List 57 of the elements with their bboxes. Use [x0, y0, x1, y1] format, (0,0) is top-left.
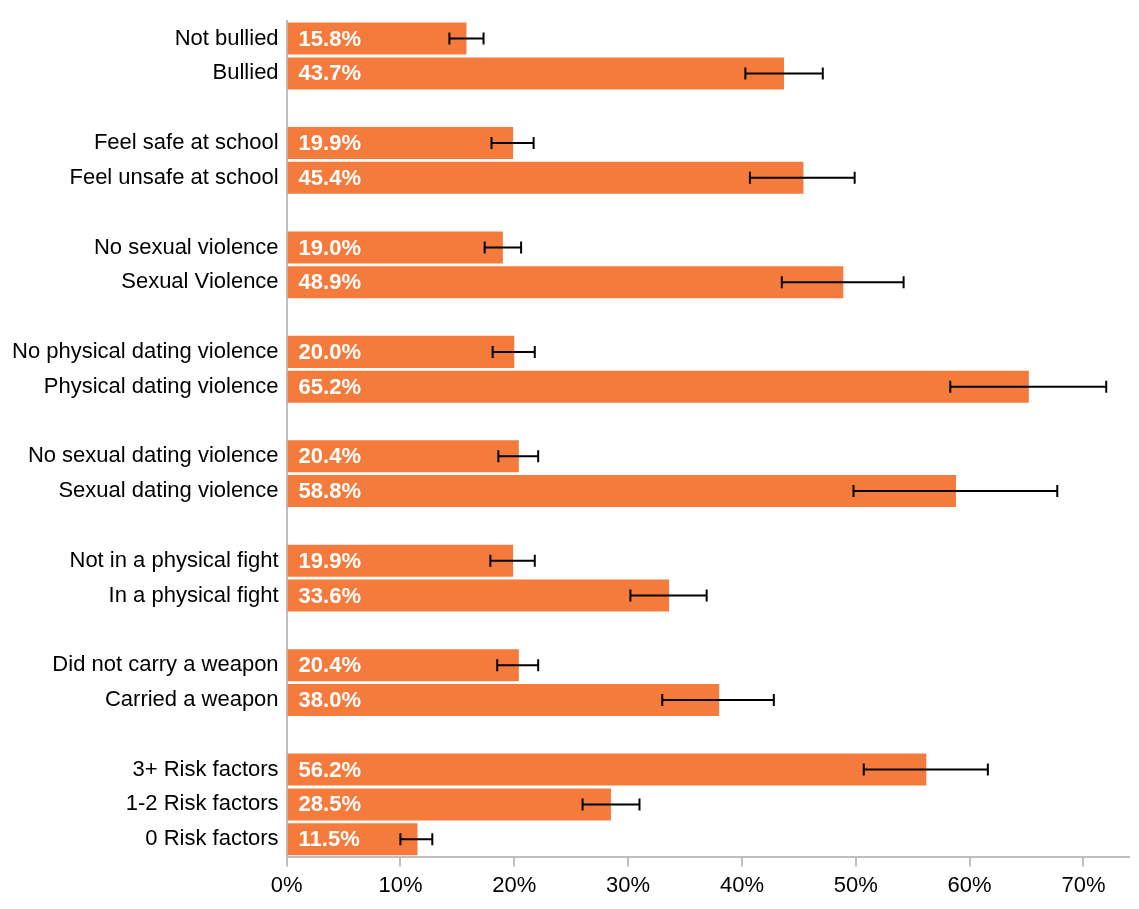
data-label: 19.9% [298, 130, 361, 156]
bar [287, 335, 515, 368]
bar [287, 370, 1029, 403]
x-tick-label: 10% [378, 871, 423, 897]
data-label: 15.8% [298, 25, 361, 51]
data-label: 20.4% [298, 652, 361, 678]
bar [287, 440, 519, 473]
bar [287, 231, 503, 264]
data-label: 56.2% [298, 756, 361, 782]
y-tick-label: 1-2 Risk factors [125, 790, 279, 816]
data-label: 48.9% [298, 269, 361, 295]
data-label: 19.0% [298, 234, 361, 260]
x-tick-label: 70% [1061, 871, 1106, 897]
x-tick-label: 40% [719, 871, 764, 897]
y-tick-label: Bullied [212, 59, 279, 85]
bar [287, 788, 612, 821]
x-tick-label: 30% [606, 871, 651, 897]
y-tick-label: Feel unsafe at school [69, 163, 279, 189]
data-label: 20.4% [298, 443, 361, 469]
x-tick-label: 50% [833, 871, 878, 897]
data-label: 65.2% [298, 373, 361, 399]
x-tick-label: 0% [270, 871, 303, 897]
data-label: 45.4% [298, 164, 361, 190]
data-label: 58.8% [298, 478, 361, 504]
y-tick-label: No physical dating violence [11, 337, 279, 363]
y-tick-label: Carried a weapon [104, 686, 279, 712]
bar [287, 683, 720, 716]
y-tick-label: 0 Risk factors [145, 825, 279, 851]
y-tick-label: Sexual Violence [121, 268, 279, 294]
y-tick-label: No sexual dating violence [27, 442, 279, 468]
bar [287, 161, 804, 194]
y-tick-label: In a physical fight [108, 581, 279, 607]
y-tick-label: Feel safe at school [93, 129, 279, 155]
y-tick-label: Did not carry a weapon [52, 651, 279, 677]
y-tick-label: Not in a physical fight [69, 546, 279, 572]
data-label: 11.5% [298, 826, 360, 852]
bar [287, 579, 670, 612]
y-tick-label: Physical dating violence [43, 372, 279, 398]
y-tick-label: No sexual violence [93, 233, 279, 259]
data-label: 28.5% [298, 791, 361, 817]
bar [287, 753, 927, 786]
y-tick-label: 3+ Risk factors [132, 755, 279, 781]
data-label: 19.9% [298, 547, 361, 573]
x-tick-label: 20% [492, 871, 537, 897]
bar [287, 57, 785, 90]
y-tick-label: Sexual dating violence [58, 477, 279, 503]
x-tick-label: 60% [947, 871, 992, 897]
bar [287, 544, 514, 577]
data-label: 33.6% [298, 582, 361, 608]
bar [287, 475, 956, 508]
data-label: 20.0% [298, 338, 361, 364]
y-tick-label: Not bullied [174, 24, 279, 50]
bar [287, 266, 844, 299]
data-label: 38.0% [298, 687, 361, 713]
bar [287, 127, 514, 160]
data-label: 43.7% [298, 60, 361, 86]
bar [287, 649, 519, 682]
